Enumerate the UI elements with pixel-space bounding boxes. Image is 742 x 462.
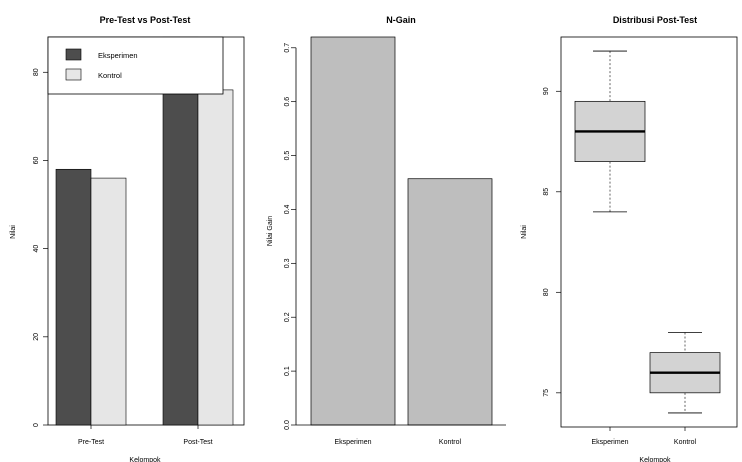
panel1-bars: [55, 36, 234, 426]
bar-eksperimen-post-test: [162, 36, 199, 426]
panel3-ylabel: Nilai: [521, 225, 528, 239]
panel2-y-ticks: 0.0 0.1 0.2 0.3 0.4 0.5 0.6 0.7: [284, 43, 297, 430]
panel1-xlabel: Kelompok: [129, 457, 161, 462]
y-tick-label-0.7: 0.7: [284, 43, 291, 53]
y-tick-label-85: 85: [543, 188, 550, 196]
panel1-legend: Eksperimen Kontrol: [47, 36, 224, 95]
panel3-plot-frame: [560, 36, 738, 428]
panel3-xlabel: Kelompok: [639, 457, 671, 462]
panel1-y-ticks: 0 20 40 60 80: [33, 68, 48, 427]
y-tick-label-0: 0: [33, 423, 40, 427]
x-tick-label-pre-test: Pre-Test: [78, 439, 104, 446]
bar-ngain-kontrol: [407, 178, 493, 426]
x-label-kontrol: Kontrol: [439, 439, 462, 446]
bar-kontrol-pre-test: [90, 177, 127, 426]
panel1-x-labels: Pre-Test Post-Test: [78, 425, 213, 446]
panel2-x-labels: Eksperimen Kontrol: [335, 439, 462, 446]
bar-kontrol-post-test: [197, 89, 234, 426]
x-tick-label-kontrol: Kontrol: [674, 439, 697, 446]
panel2-title: N-Gain: [386, 15, 416, 25]
panel2-bars: [310, 36, 493, 426]
x-label-eksperimen: Eksperimen: [335, 439, 372, 446]
legend-label-eksperimen: Eksperimen: [98, 51, 138, 60]
y-tick-label-0: 0.0: [284, 420, 291, 430]
legend-box: [47, 36, 224, 95]
panel1-ylabel: Nilai: [10, 225, 17, 239]
y-tick-label-20: 20: [33, 333, 40, 341]
panel3-y-ticks: 75 80 85 90: [543, 87, 561, 397]
panel-pre-post: Pre-Test vs Post-Test Eksperimen Kontrol…: [10, 15, 245, 462]
y-tick-label-0.1: 0.1: [284, 366, 291, 376]
y-tick-label-0.2: 0.2: [284, 312, 291, 322]
y-tick-label-60: 60: [33, 156, 40, 164]
legend-swatch-kontrol: [65, 68, 82, 81]
y-tick-label-40: 40: [33, 245, 40, 253]
panel2-ylabel: Nilai Gain: [267, 216, 274, 246]
y-tick-label-80: 80: [33, 68, 40, 76]
panel3-boxplots: [574, 50, 721, 414]
y-tick-label-75: 75: [543, 389, 550, 397]
panel3-x-labels: Eksperimen Kontrol: [592, 427, 697, 446]
y-tick-label-0.5: 0.5: [284, 151, 291, 161]
y-tick-label-80: 80: [543, 288, 550, 296]
y-tick-label-90: 90: [543, 87, 550, 95]
x-tick-label-post-test: Post-Test: [183, 439, 212, 446]
x-tick-label-eksperimen: Eksperimen: [592, 439, 629, 446]
bar-ngain-eksperimen: [310, 36, 396, 426]
panel-distribution: Distribusi Post-Test 75 80 85 90 Eksperimen…: [521, 15, 738, 462]
legend-label-kontrol: Kontrol: [98, 71, 122, 80]
panel-ngain: N-Gain 0.0 0.1 0.2 0.3 0.4 0.5 0.6 0.7 Eksperim…: [267, 15, 506, 446]
y-tick-label-0.3: 0.3: [284, 258, 291, 268]
panel3-title: Distribusi Post-Test: [613, 15, 697, 25]
bar-eksperimen-pre-test: [55, 168, 92, 426]
y-tick-label-0.4: 0.4: [284, 204, 291, 214]
y-tick-label-0.6: 0.6: [284, 97, 291, 107]
panel1-title: Pre-Test vs Post-Test: [100, 15, 191, 25]
legend-swatch-eksperimen: [65, 48, 82, 61]
